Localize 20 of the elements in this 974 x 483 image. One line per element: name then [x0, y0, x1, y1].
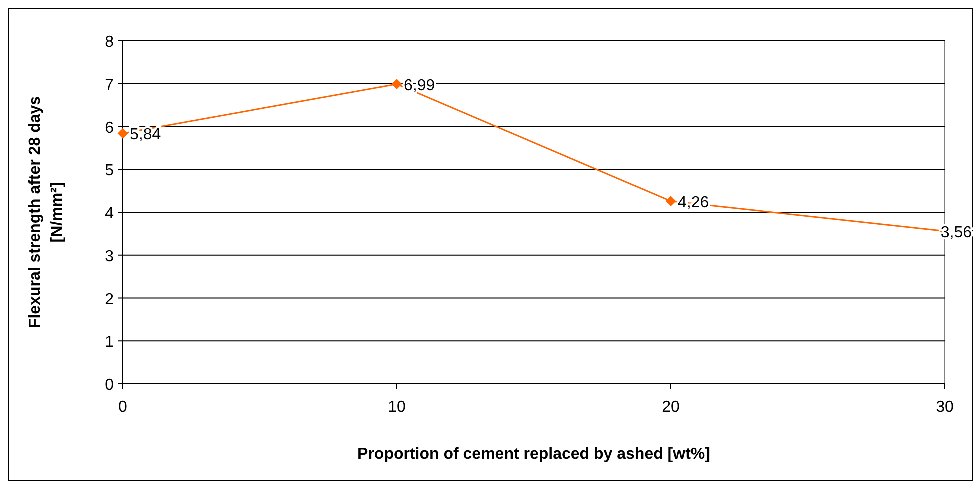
x-tick-label: 20	[662, 399, 680, 416]
y-tick-label: 8	[105, 34, 114, 51]
y-tick-label: 6	[105, 120, 114, 137]
y-tick-label: 7	[105, 76, 114, 94]
data-label: 3,56	[940, 224, 972, 242]
y-tick-label: 4	[105, 206, 114, 222]
y-tick-label: 1	[105, 334, 114, 352]
y-axis-title: Flexural strength after 28 days [N/mm²]	[27, 96, 66, 329]
x-tick-label: 0	[118, 399, 128, 416]
y-tick-label: 2	[105, 291, 114, 308]
y-tick-label: 3	[105, 248, 114, 266]
y-tick-label: 0	[105, 377, 114, 394]
point	[118, 128, 128, 139]
x-tick-label: 30	[936, 399, 954, 416]
x-axis-title: Proportion of cement replaced by ashed [wt%]	[358, 446, 710, 463]
x-tick-label: 10	[388, 399, 406, 416]
data-label: 5,84	[130, 126, 162, 144]
y-tick-label: 5	[105, 162, 114, 180]
point	[666, 196, 676, 206]
point	[392, 79, 402, 90]
